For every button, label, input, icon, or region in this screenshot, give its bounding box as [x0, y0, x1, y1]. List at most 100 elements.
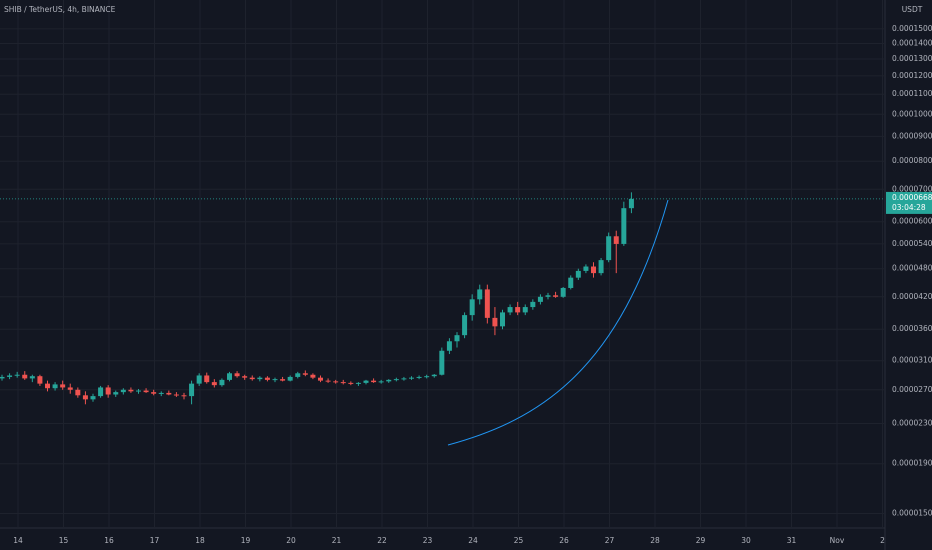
candle-body: [98, 387, 104, 397]
candle-body: [249, 377, 255, 380]
candle-body: [348, 382, 354, 384]
candle-body: [537, 296, 543, 302]
candle-body: [363, 380, 369, 383]
candle-body: [196, 375, 202, 384]
y-tick-label: 0.00015000: [892, 24, 932, 33]
candle-body: [378, 381, 384, 383]
candle-body: [492, 317, 498, 327]
candle-body: [181, 395, 187, 397]
x-tick-label: 30: [741, 536, 751, 545]
x-tick-label: 26: [559, 536, 569, 545]
candle-body: [219, 379, 225, 386]
candle-body: [295, 373, 301, 377]
x-tick-label: 20: [286, 536, 296, 545]
candle-body: [386, 379, 392, 382]
candle-body: [355, 382, 361, 384]
chart-title: SHIB / TetherUS, 4h, BINANCE: [4, 5, 116, 14]
candle-body: [234, 373, 240, 377]
candle-body: [310, 374, 316, 378]
x-tick-label: 28: [650, 536, 660, 545]
candle-body: [424, 376, 430, 378]
candle-body: [0, 376, 5, 379]
candle-body: [507, 307, 513, 313]
candle-body: [530, 301, 536, 308]
last-price-label: 0.00006688: [892, 193, 932, 202]
candle-body: [325, 380, 331, 382]
candle-body: [37, 376, 43, 384]
candle-body: [469, 299, 475, 316]
candle-body: [113, 392, 119, 395]
candle-body: [45, 383, 50, 389]
candle-body: [14, 374, 20, 376]
candle-body: [628, 198, 634, 209]
x-tick-label: 14: [13, 536, 23, 545]
candle-body: [166, 392, 172, 395]
candle-body: [143, 390, 149, 393]
currency-label: USDT: [902, 5, 923, 14]
candle-body: [52, 384, 58, 389]
x-tick-label: 18: [195, 536, 205, 545]
candle-body: [401, 378, 407, 380]
candle-body: [22, 374, 28, 379]
grid: [0, 0, 885, 528]
x-tick-label: 17: [150, 536, 160, 545]
candle-body: [264, 377, 270, 380]
candle-body: [462, 315, 468, 336]
x-tick-label: 29: [696, 536, 706, 545]
candle-body: [128, 389, 134, 392]
candle-body: [82, 395, 88, 400]
candle-body: [204, 375, 210, 383]
candle-body: [272, 379, 278, 381]
candle-body: [598, 260, 604, 274]
candle-body: [211, 382, 217, 386]
candle-body: [340, 382, 346, 384]
candle-body: [515, 307, 521, 313]
candle-body: [431, 374, 437, 377]
candle-body: [151, 392, 157, 394]
candle-body: [393, 379, 399, 381]
candle-body: [75, 389, 81, 396]
last-price-box: [886, 191, 932, 214]
candle-body: [105, 387, 111, 395]
x-tick-label: Nov: [830, 536, 845, 545]
candle-body: [568, 277, 574, 288]
candle-body: [287, 376, 293, 381]
candle-body: [29, 376, 35, 379]
candle-body: [136, 390, 141, 392]
x-tick-label: 16: [104, 536, 114, 545]
x-tick-label: 2: [880, 536, 885, 545]
candle-body: [500, 312, 505, 327]
x-tick-label: 15: [59, 536, 69, 545]
candle-body: [575, 270, 581, 278]
candle-body: [280, 379, 286, 381]
candle-body: [173, 394, 179, 396]
candle-body: [560, 287, 566, 297]
candles: [0, 192, 634, 405]
candle-body: [484, 289, 490, 318]
x-tick-label: 22: [377, 536, 387, 545]
countdown-label: 03:04:28: [892, 203, 926, 212]
x-tick-label: 31: [787, 536, 797, 545]
candle-body: [302, 373, 308, 375]
candle-body: [409, 377, 414, 379]
drawn-curve: [447, 199, 669, 446]
candle-body: [606, 236, 612, 261]
candle-body: [7, 375, 13, 377]
x-tick-label: 19: [241, 536, 251, 545]
candle-body: [90, 396, 96, 400]
x-tick-label: 23: [423, 536, 433, 545]
